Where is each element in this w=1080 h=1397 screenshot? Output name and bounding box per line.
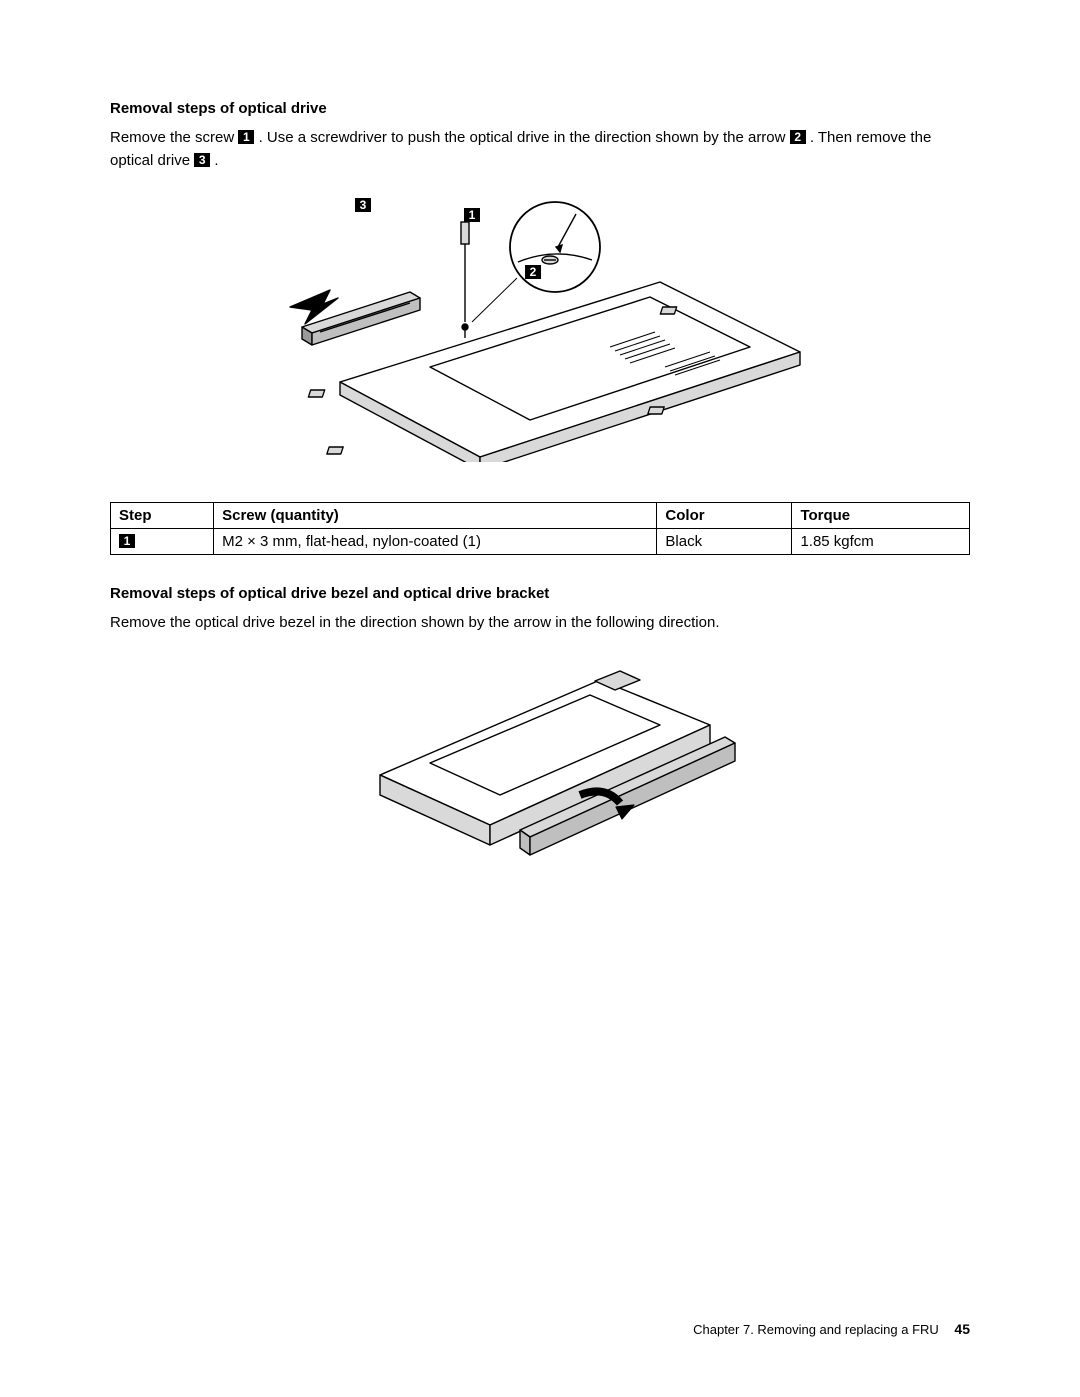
section1-title: Removal steps of optical drive — [110, 100, 970, 117]
td-color: Black — [657, 529, 792, 555]
callout-3: 3 — [355, 198, 371, 212]
footer-page-number: 45 — [954, 1321, 970, 1337]
td-step: 1 — [111, 529, 214, 555]
page-footer: Chapter 7. Removing and replacing a FRU … — [693, 1321, 970, 1337]
para-text: Remove the screw — [110, 129, 238, 146]
table-row: 1 M2 × 3 mm, flat-head, nylon-coated (1)… — [111, 529, 970, 555]
para-text: . — [214, 152, 218, 169]
screw-table: Step Screw (quantity) Color Torque 1 M2 … — [110, 502, 970, 555]
section2-paragraph: Remove the optical drive bezel in the di… — [110, 612, 970, 635]
td-torque: 1.85 kgfcm — [792, 529, 970, 555]
table-header-row: Step Screw (quantity) Color Torque — [111, 503, 970, 529]
footer-chapter: Chapter 7. Removing and replacing a FRU — [693, 1322, 939, 1337]
figure-bezel-removal — [110, 655, 970, 885]
step-badge-2-inline: 2 — [790, 130, 806, 144]
th-torque: Torque — [792, 503, 970, 529]
para-text: . Use a screwdriver to push the optical … — [259, 129, 790, 146]
th-color: Color — [657, 503, 792, 529]
section2-title: Removal steps of optical drive bezel and… — [110, 585, 970, 602]
callout-1: 1 — [464, 208, 480, 222]
th-screw: Screw (quantity) — [214, 503, 657, 529]
section1-paragraph: Remove the screw 1 . Use a screwdriver t… — [110, 127, 970, 172]
step-badge-3-inline: 3 — [194, 153, 210, 167]
step-badge-1-table: 1 — [119, 534, 135, 548]
th-step: Step — [111, 503, 214, 529]
step-badge-1-inline: 1 — [238, 130, 254, 144]
td-screw: M2 × 3 mm, flat-head, nylon-coated (1) — [214, 529, 657, 555]
callout-2: 2 — [525, 265, 541, 279]
figure-optical-drive-removal: 3 1 2 — [110, 192, 970, 472]
